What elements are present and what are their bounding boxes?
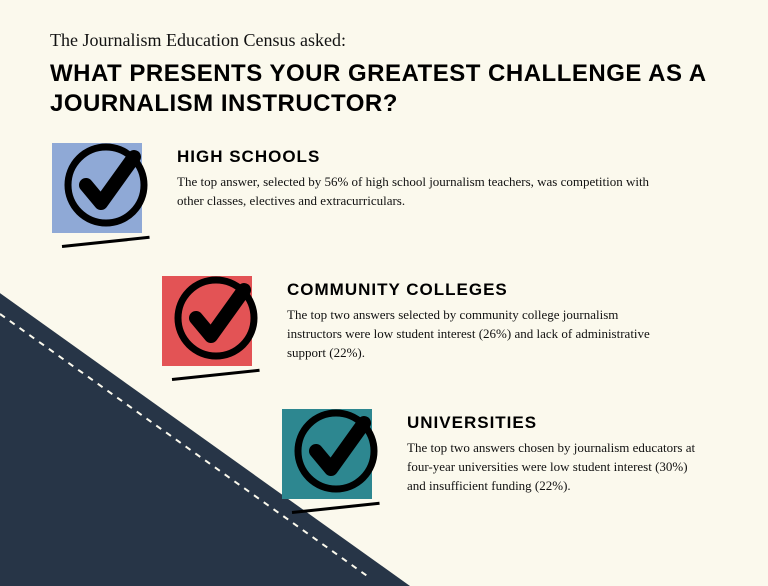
check-circle-icon (286, 401, 386, 501)
check-circle-icon (166, 268, 266, 368)
underline-accent (62, 236, 150, 248)
question-heading: WHAT PRESENTS YOUR GREATEST CHALLENGE AS… (50, 59, 718, 119)
header: The Journalism Education Census asked: W… (0, 0, 768, 129)
item-text: UNIVERSITIES The top two answers chosen … (385, 407, 707, 496)
underline-accent (292, 502, 380, 514)
item-text: HIGH SCHOOLS The top answer, selected by… (155, 141, 657, 211)
underline-accent (172, 369, 260, 381)
check-circle-icon (56, 135, 156, 235)
item-body: The top two answers chosen by journalism… (407, 439, 707, 496)
item-high-schools: HIGH SCHOOLS The top answer, selected by… (50, 141, 718, 256)
intro-text: The Journalism Education Census asked: (50, 30, 718, 51)
item-title: HIGH SCHOOLS (177, 147, 657, 167)
checkmark-icon (50, 141, 155, 256)
item-body: The top answer, selected by 56% of high … (177, 173, 657, 211)
checkmark-icon (160, 274, 265, 389)
item-community-colleges: COMMUNITY COLLEGES The top two answers s… (160, 274, 718, 389)
item-title: UNIVERSITIES (407, 413, 707, 433)
item-universities: UNIVERSITIES The top two answers chosen … (280, 407, 718, 522)
checkmark-icon (280, 407, 385, 522)
